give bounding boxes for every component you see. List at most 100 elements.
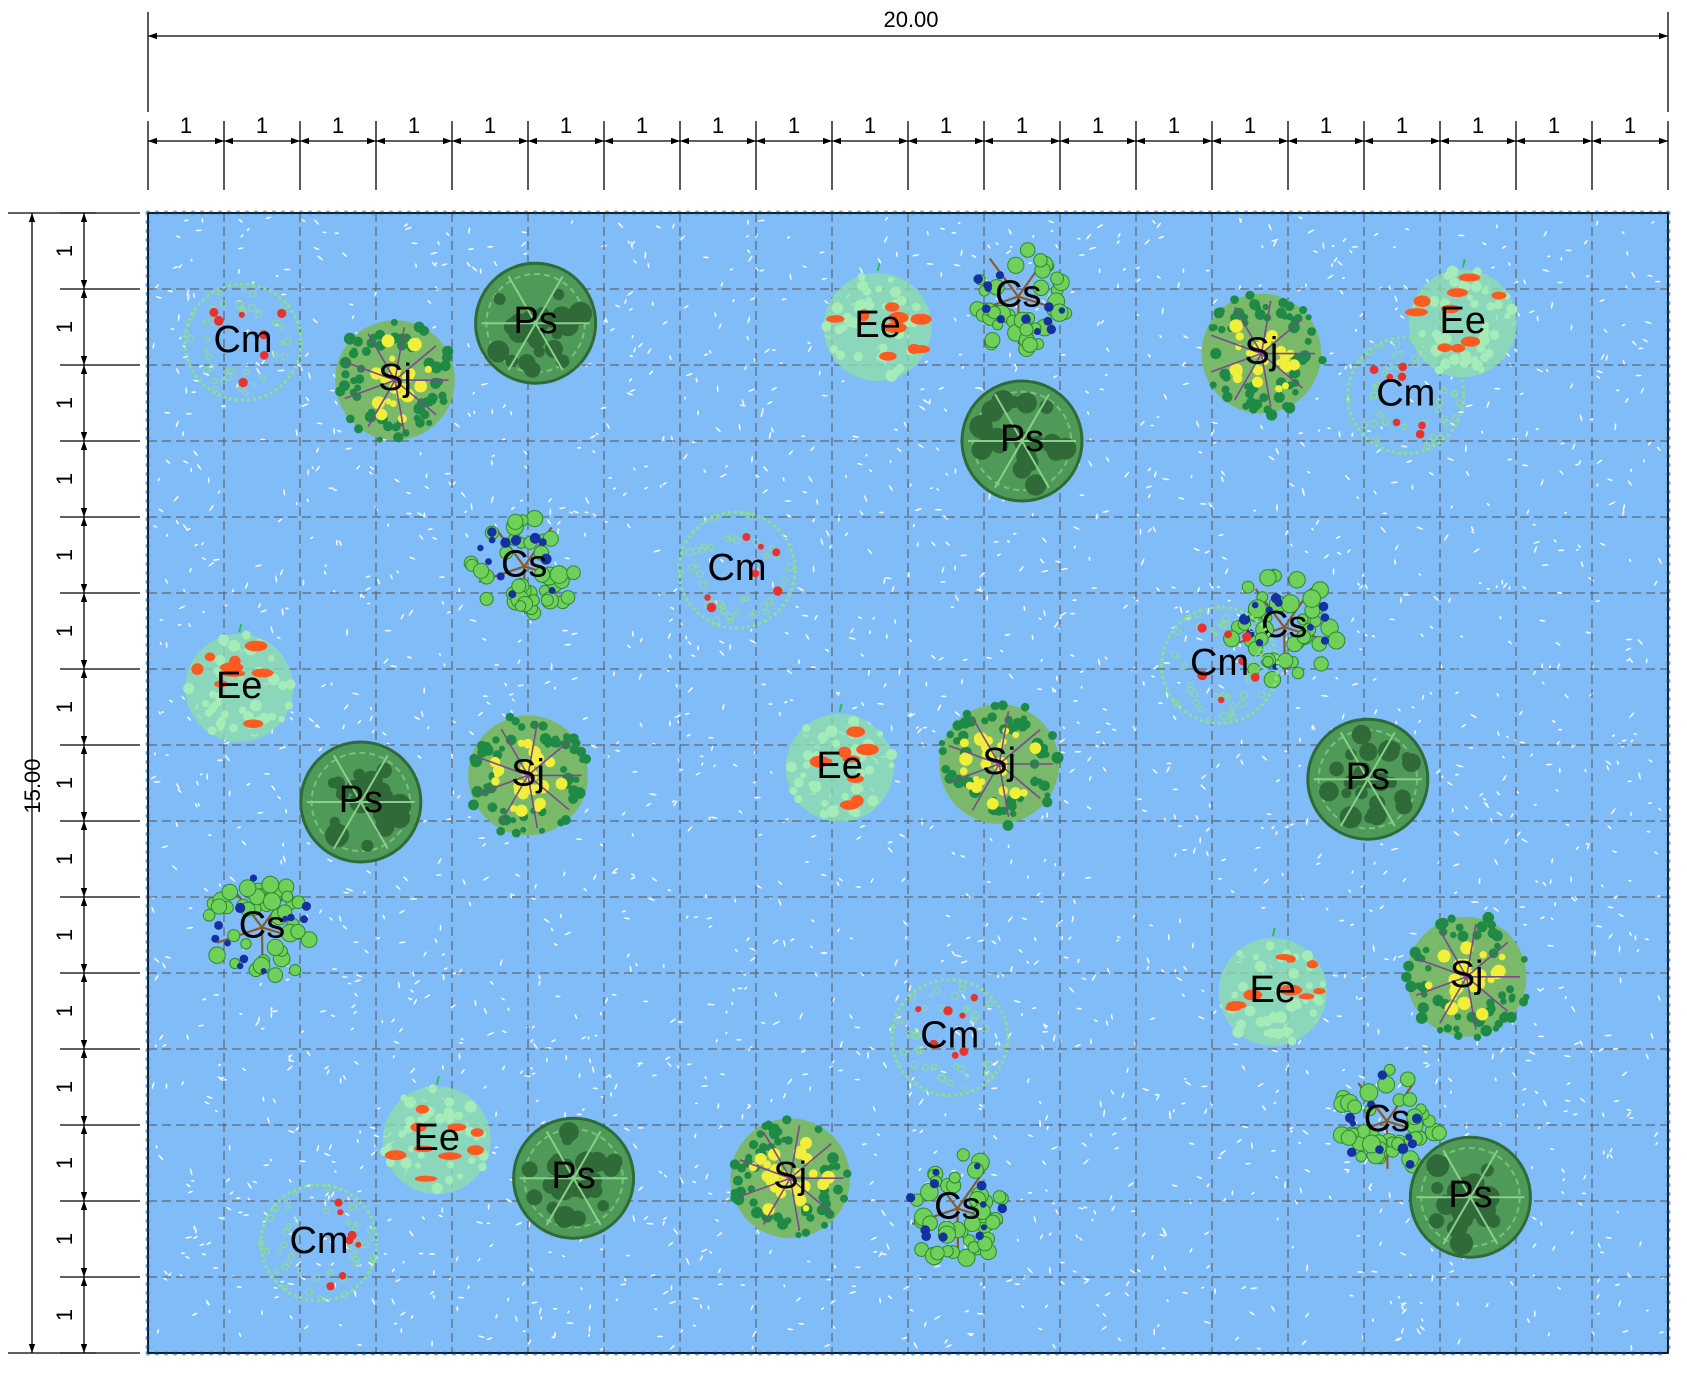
- water-fleck: [1405, 1217, 1410, 1224]
- water-fleck: [638, 1186, 644, 1191]
- fruit: [704, 594, 711, 601]
- leaf: [1443, 1024, 1452, 1033]
- leaf: [560, 590, 576, 605]
- water-fleck: [1542, 269, 1550, 272]
- water-fleck: [1435, 769, 1441, 775]
- water-fleck: [638, 672, 642, 681]
- water-fleck: [309, 536, 314, 540]
- water-fleck: [600, 1011, 602, 1016]
- leaf-dot: [933, 987, 940, 994]
- leaf: [405, 1116, 415, 1126]
- berry-cluster: [538, 538, 547, 547]
- leaf-dot: [1366, 348, 1374, 356]
- water-fleck: [1645, 658, 1648, 664]
- water-fleck: [1261, 906, 1266, 909]
- leaf: [300, 931, 318, 948]
- water-fleck: [1275, 447, 1279, 455]
- water-fleck: [1315, 397, 1319, 400]
- water-fleck: [685, 915, 689, 919]
- water-fleck: [395, 885, 401, 890]
- water-fleck: [1173, 814, 1176, 820]
- water-fleck: [1072, 526, 1080, 530]
- water-fleck: [607, 1074, 612, 1078]
- water-fleck: [1012, 532, 1017, 535]
- water-fleck: [867, 548, 873, 555]
- leaf: [1486, 302, 1495, 311]
- water-fleck: [343, 1242, 348, 1249]
- leaf-dot: [922, 1064, 929, 1071]
- water-fleck: [182, 431, 185, 437]
- water-fleck: [356, 465, 361, 470]
- water-fleck: [604, 318, 606, 323]
- leaf: [1458, 280, 1469, 291]
- leaf-dot: [1378, 343, 1384, 349]
- dimension-arrow: [80, 593, 88, 602]
- water-fleck: [1560, 256, 1563, 261]
- water-fleck: [153, 525, 158, 528]
- water-fleck: [626, 523, 631, 529]
- leaf: [214, 692, 223, 701]
- leaf: [1506, 985, 1514, 994]
- water-fleck: [452, 790, 455, 795]
- water-fleck: [1102, 1312, 1107, 1317]
- water-fleck: [571, 219, 574, 225]
- water-fleck: [768, 703, 773, 705]
- water-fleck: [179, 336, 182, 340]
- foliage-clump: [521, 1161, 538, 1178]
- water-fleck: [345, 888, 354, 892]
- water-fleck: [474, 999, 477, 1007]
- water-fleck: [304, 352, 309, 357]
- water-fleck: [986, 595, 989, 601]
- water-fleck: [802, 265, 807, 268]
- dense-canopy-icon: [299, 740, 423, 864]
- water-fleck: [1430, 1248, 1434, 1252]
- plant-ps: Ps: [512, 1116, 636, 1240]
- water-fleck: [965, 936, 971, 940]
- water-fleck: [1161, 307, 1164, 315]
- water-fleck: [769, 770, 773, 774]
- water-fleck: [242, 1067, 246, 1071]
- water-fleck: [746, 937, 750, 942]
- branch-line: [1366, 731, 1396, 780]
- water-fleck: [1538, 987, 1545, 992]
- leaf: [241, 630, 251, 640]
- water-fleck: [671, 800, 676, 803]
- water-fleck: [960, 249, 963, 257]
- water-fleck: [533, 1042, 538, 1049]
- branch-line: [971, 763, 1000, 811]
- fruit: [238, 377, 248, 388]
- flowering-shrub-icon: [1201, 290, 1327, 421]
- water-fleck: [1153, 664, 1159, 670]
- cell-height-label: 1: [52, 397, 77, 409]
- water-fleck: [289, 1314, 293, 1320]
- water-fleck: [1192, 847, 1196, 855]
- leaf: [1288, 968, 1299, 979]
- water-fleck: [1200, 784, 1206, 790]
- water-fleck: [979, 586, 982, 593]
- water-fleck: [1032, 234, 1035, 238]
- water-fleck: [457, 1296, 465, 1299]
- water-fleck: [605, 1073, 611, 1079]
- water-fleck: [841, 379, 845, 383]
- berry-cluster: [211, 934, 220, 943]
- water-fleck: [398, 941, 406, 944]
- water-fleck: [1209, 503, 1215, 510]
- leaf: [800, 772, 807, 779]
- leaf-dot: [1219, 711, 1228, 721]
- water-fleck: [651, 301, 654, 307]
- water-fleck: [708, 1192, 713, 1195]
- water-fleck: [668, 1300, 677, 1305]
- water-fleck: [582, 716, 589, 720]
- water-fleck: [1205, 827, 1210, 832]
- water-fleck: [1224, 568, 1229, 575]
- water-fleck: [626, 291, 634, 297]
- water-fleck: [784, 631, 789, 635]
- water-fleck: [521, 241, 527, 247]
- water-fleck: [1195, 420, 1200, 428]
- water-fleck: [1327, 427, 1331, 430]
- water-fleck: [1388, 285, 1391, 290]
- water-fleck: [687, 826, 693, 832]
- water-fleck: [1626, 1108, 1632, 1112]
- water-fleck: [632, 1143, 638, 1150]
- water-fleck: [686, 734, 691, 737]
